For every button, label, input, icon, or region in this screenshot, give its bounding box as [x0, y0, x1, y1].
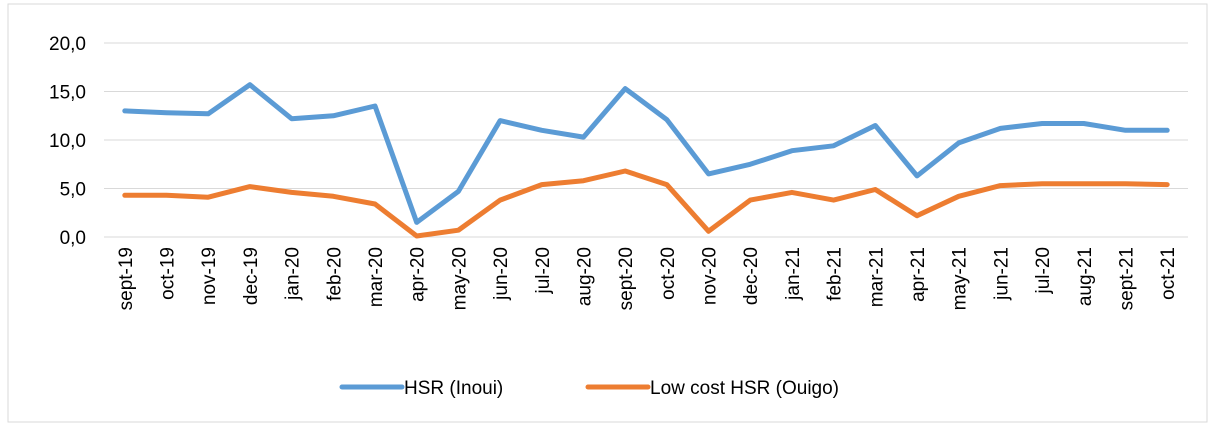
y-tick-label: 0,0: [60, 228, 86, 249]
y-tick-label: 20,0: [49, 34, 86, 55]
x-tick-label: apr-21: [908, 247, 929, 302]
x-tick-label: may-21: [950, 247, 971, 310]
x-tick-label: sept-20: [616, 247, 637, 310]
chart-border: [7, 3, 1208, 423]
legend-label: HSR (Inoui): [404, 378, 503, 399]
x-tick-label: mar-20: [366, 247, 387, 307]
y-tick-label: 5,0: [60, 180, 86, 201]
y-tick-label: 10,0: [49, 131, 86, 152]
x-tick-label: oct-19: [158, 247, 179, 300]
x-tick-label: sept-19: [116, 247, 137, 310]
x-tick-label: aug-20: [574, 247, 595, 306]
x-tick-label: apr-20: [408, 247, 429, 302]
legend-label: Low cost HSR (Ouigo): [650, 378, 839, 399]
x-tick-label: may-20: [449, 247, 470, 310]
x-tick-label: jan-20: [283, 247, 304, 301]
x-tick-label: oct-21: [1158, 247, 1179, 300]
x-tick-label: oct-20: [658, 247, 679, 300]
x-tick-label: jun-21: [991, 247, 1012, 301]
series-line: [122, 82, 1170, 225]
x-tick-label: feb-20: [324, 247, 345, 301]
x-tick-label: nov-20: [700, 247, 721, 305]
x-tick-label: nov-19: [199, 247, 220, 305]
x-tick-label: aug-21: [1075, 247, 1096, 306]
x-tick-label: jul-20: [533, 247, 554, 294]
x-tick-label: jul-20: [1033, 247, 1054, 294]
x-tick-label: dec-20: [741, 247, 762, 305]
x-tick-label: jun-20: [491, 247, 512, 301]
x-tick-label: sept-21: [1116, 247, 1137, 310]
x-tick-label: dec-19: [241, 247, 262, 305]
x-tick-label: feb-21: [825, 247, 846, 301]
series-line: [122, 168, 1170, 239]
x-tick-label: mar-21: [866, 247, 887, 307]
y-tick-label: 15,0: [49, 83, 86, 104]
x-tick-label: jan-21: [783, 247, 804, 301]
